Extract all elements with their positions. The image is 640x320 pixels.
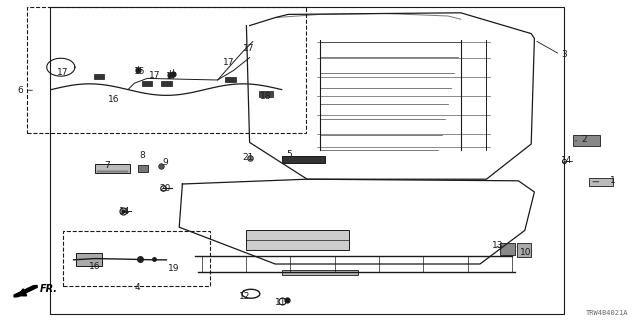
Text: 8: 8 <box>140 151 145 160</box>
Bar <box>142 81 152 86</box>
Text: 17: 17 <box>57 68 68 77</box>
Text: 14: 14 <box>119 207 131 216</box>
Bar <box>573 135 600 146</box>
Text: 12: 12 <box>239 292 250 301</box>
Text: 14: 14 <box>561 156 572 165</box>
Polygon shape <box>14 285 37 297</box>
Bar <box>589 178 613 186</box>
Text: 7: 7 <box>105 161 110 170</box>
Text: 1: 1 <box>611 176 616 185</box>
Bar <box>95 164 130 173</box>
Bar <box>246 230 349 250</box>
Bar <box>259 91 273 97</box>
Text: 4: 4 <box>135 283 140 292</box>
Text: 18: 18 <box>260 92 271 101</box>
Text: FR.: FR. <box>40 284 58 294</box>
Text: 17: 17 <box>149 71 161 80</box>
Text: 10: 10 <box>520 248 532 257</box>
Bar <box>138 165 148 172</box>
Bar <box>517 243 531 257</box>
Bar <box>76 253 102 266</box>
Bar <box>282 156 325 163</box>
Text: 17: 17 <box>243 44 254 52</box>
Bar <box>282 270 358 275</box>
Text: 13: 13 <box>492 241 504 250</box>
Text: 11: 11 <box>275 298 286 307</box>
Text: TRW4B4021A: TRW4B4021A <box>586 310 628 316</box>
Text: 6: 6 <box>18 86 23 95</box>
Bar <box>161 81 172 86</box>
Text: 2: 2 <box>581 135 586 144</box>
Text: 5: 5 <box>287 150 292 159</box>
Text: 16: 16 <box>108 95 120 104</box>
Text: 16: 16 <box>89 262 100 271</box>
Bar <box>225 77 236 82</box>
Text: 17: 17 <box>166 72 177 81</box>
Bar <box>94 74 104 79</box>
Text: 15: 15 <box>134 67 145 76</box>
Text: 21: 21 <box>243 153 254 162</box>
Text: 9: 9 <box>163 158 168 167</box>
Bar <box>27 7 306 133</box>
Bar <box>50 7 564 314</box>
Bar <box>500 243 515 255</box>
Text: 17: 17 <box>223 58 235 67</box>
Text: 3: 3 <box>562 50 567 59</box>
Text: 19: 19 <box>168 264 180 273</box>
Bar <box>63 231 210 286</box>
Text: 20: 20 <box>159 184 171 193</box>
